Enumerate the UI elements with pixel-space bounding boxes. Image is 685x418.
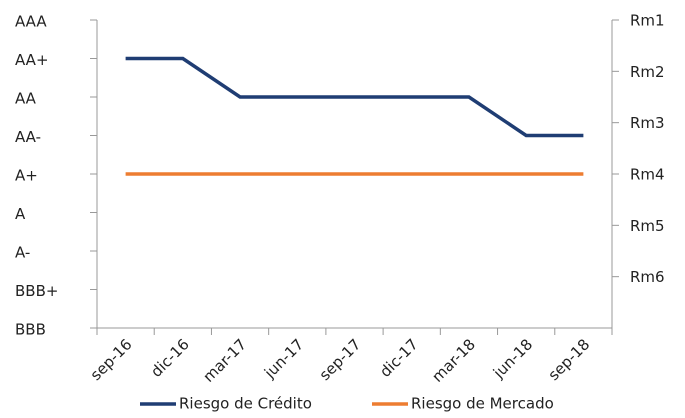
x-tick-label: mar-17 (199, 335, 250, 386)
x-tick-label: sep-18 (545, 335, 594, 384)
legend-label: Riesgo de Mercado (411, 395, 554, 413)
x-tick-label: jun-18 (489, 335, 536, 382)
y2-tick-label: Rm6 (630, 268, 665, 286)
series-line (125, 56, 584, 138)
y2-tick-label: Rm2 (630, 63, 665, 81)
x-tick-label: sep-17 (316, 335, 365, 384)
y-tick-label: AA- (15, 128, 41, 146)
y-tick-label: A+ (15, 167, 38, 185)
y-tick-label: AA (15, 90, 37, 108)
x-tick-label: sep-16 (87, 335, 136, 384)
y-tick-label: BBB+ (15, 282, 58, 300)
y-tick-label: AA+ (15, 51, 49, 69)
y-tick-label: BBB (15, 321, 46, 339)
y2-tick-label: Rm4 (630, 166, 665, 184)
x-tick-label: jun-17 (260, 335, 307, 382)
x-tick-label: dic-17 (376, 335, 422, 381)
y2-tick-label: Rm5 (630, 217, 665, 235)
y-tick-label: A (15, 205, 26, 223)
y-tick-label: AAA (15, 13, 47, 31)
x-tick-label: mar-18 (428, 335, 479, 386)
x-tick-label: dic-16 (147, 335, 193, 381)
y2-tick-label: Rm1 (630, 12, 665, 30)
y2-tick-label: Rm3 (630, 114, 665, 132)
y-tick-label: A- (15, 244, 30, 262)
legend-label: Riesgo de Crédito (179, 395, 312, 413)
